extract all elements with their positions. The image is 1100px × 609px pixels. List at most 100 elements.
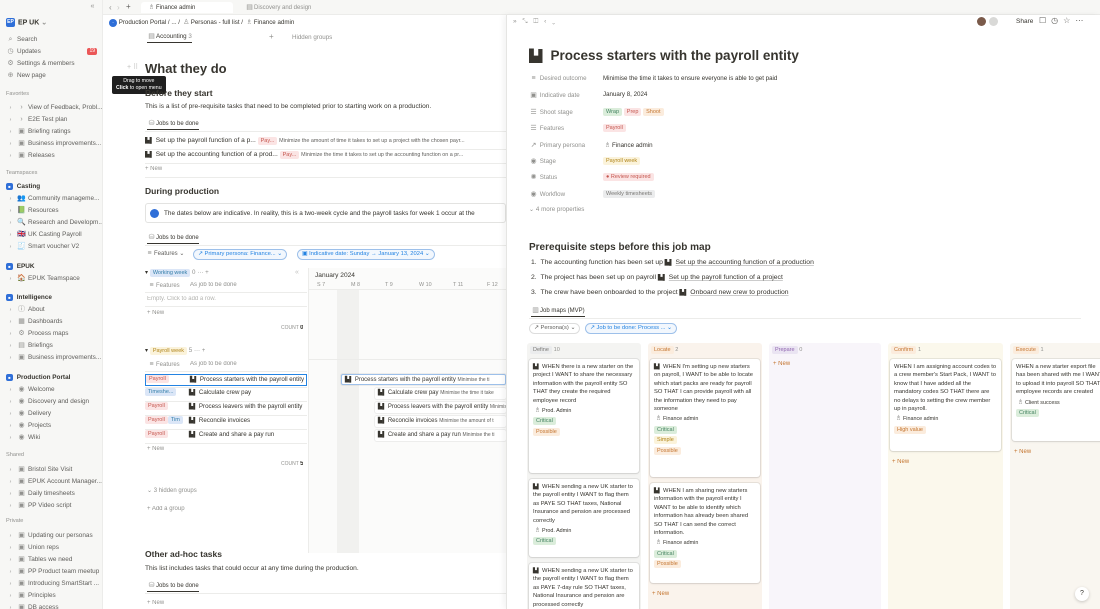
job-card[interactable]: ▙▌ WHEN there is a new starter on the pr… [529, 359, 639, 473]
sidebar-item-epuk[interactable]: › 🏠 EPUK Teamspace [9, 275, 80, 282]
timeline-bar[interactable]: ▙▌ Calculate crew pay Minimise the time … [375, 388, 506, 399]
sidebar-item-private[interactable]: › ▣ Principles [9, 592, 56, 599]
sidebar-item-intelligence[interactable]: › ⓘ About [9, 306, 45, 313]
timeline-bar[interactable]: ▙▌ Reconcile invoices Minimise the amoun… [375, 416, 506, 427]
jobs-tab-adhoc[interactable]: ⛁ Jobs to be done [147, 581, 199, 592]
sidebar-item-private[interactable]: › ▣ PP Product team meetup [9, 568, 100, 575]
sidebar-item-private[interactable]: › ▣ Updating our personas [9, 532, 93, 539]
view-tab-accounting[interactable]: ▤Accounting 3 [147, 32, 192, 43]
hidden-groups-toggle[interactable]: ⌄ 3 hidden groups [147, 488, 197, 494]
sidebar-item-production[interactable]: › ◉ Welcome [9, 386, 55, 393]
job-card[interactable]: WHEN a new starter export file has been … [1012, 359, 1100, 441]
sidebar-item-favorites[interactable]: › ▣ Business improvements... [9, 140, 102, 147]
prereq-link[interactable]: Set up the accounting function of a prod… [675, 259, 814, 266]
group-working-week[interactable]: ▾ Working week 0 ··· + [145, 269, 209, 277]
peek-controls[interactable]: » ⤡ ◫ ‹ ⌄ [513, 18, 558, 25]
table-row[interactable]: Payroll ▙▌ Process starters with the pay… [145, 374, 307, 386]
new-row-1[interactable]: + New [147, 310, 165, 316]
jobs-tab-before[interactable]: ⛁ Jobs to be done [147, 119, 199, 130]
group-payroll-week[interactable]: ▾ Payroll week 5 ··· + [145, 347, 206, 355]
timeline-bar[interactable]: ▙▌ Process starters with the payroll ent… [341, 374, 506, 385]
jm-filter-job[interactable]: ↗ Job to be done: Process ... ⌄ [585, 323, 677, 334]
sidebar-item-intelligence[interactable]: › ▦ Dashboards [9, 318, 63, 325]
sidebar-item-private[interactable]: › ▣ Introducing SmartStart ... [9, 580, 100, 587]
prop-status-value[interactable]: ● Review required [603, 173, 654, 182]
column-header[interactable]: Locate 2 [651, 346, 678, 354]
sidebar-item-private[interactable]: › ▣ DB access [0, 602, 102, 609]
sidebar-item-casting[interactable]: › 🔍 Research and Developm... [9, 219, 103, 226]
new-card-button[interactable]: + New [773, 361, 791, 367]
breadcrumb-ellipsis[interactable]: ... [171, 19, 177, 26]
sidebar-item-casting[interactable]: › 👥 Community manageme... [9, 195, 100, 202]
table-row[interactable]: Timeshe... ▙▌ Calculate crew pay [145, 388, 307, 400]
breadcrumb-personas[interactable]: Personas - full list [190, 19, 240, 26]
job-card[interactable]: WHEN I am assigning account codes to a c… [890, 359, 1001, 451]
breadcrumb-portal[interactable]: Production Portal [118, 19, 167, 26]
avatar[interactable] [977, 17, 986, 26]
new-card-button[interactable]: + New [1014, 449, 1032, 455]
table-row[interactable]: Payroll ▙▌ Process leavers with the payr… [145, 402, 307, 414]
workspace-switcher[interactable]: EP EP UK ⌄ [6, 18, 48, 27]
prop-features-value[interactable]: Payroll [603, 124, 626, 133]
share-button[interactable]: Share [1016, 18, 1034, 25]
filter-features[interactable]: ≡ Features ⌄ [147, 250, 185, 257]
help-button[interactable]: ? [1075, 587, 1089, 601]
collapse-icon[interactable]: « [295, 269, 299, 276]
new-row-adhoc[interactable]: + New [147, 600, 165, 606]
sidebar-item-shared[interactable]: › ▣ EPUK Account Manager... [9, 478, 102, 485]
table-row[interactable]: ▙▌ Set up the accounting function of a p… [145, 151, 464, 159]
sidebar-item-private[interactable]: › ▣ Union reps [9, 544, 59, 551]
hidden-groups-button[interactable]: Hidden groups [292, 34, 333, 41]
filter-date[interactable]: ▣ Indicative date: Sunday → January 13, … [297, 249, 435, 260]
prop-workflow-value[interactable]: Weekly timesheets [603, 189, 656, 198]
sidebar-item-intelligence[interactable]: › ⚙ Process maps [9, 330, 69, 337]
job-card[interactable]: ▙▌ WHEN I'm setting up new starters on p… [650, 359, 760, 477]
sidebar-item-shared[interactable]: › ▣ Daily timesheets [9, 490, 75, 497]
forward-icon[interactable]: › [117, 3, 120, 12]
tab-finance-admin[interactable]: ♗Finance admin [141, 2, 233, 13]
timeline-bar[interactable]: ▙▌ Process leavers with the payroll enti… [375, 402, 506, 413]
column-header[interactable]: Confirm 1 [891, 346, 921, 354]
job-card[interactable]: ▙▌ WHEN sending a new UK starter to the … [529, 479, 639, 557]
sidebar-updates[interactable]: ◷ Updates 19 [0, 46, 102, 57]
teamspace-intelligence[interactable]: ■ Intelligence [0, 292, 102, 303]
sidebar-item-production[interactable]: › ◉ Wiki [9, 434, 41, 441]
prop-primary-persona-value[interactable]: ♗Finance admin [604, 141, 653, 149]
new-row-2[interactable]: + New [147, 446, 165, 452]
column-header[interactable]: Prepare 0 [772, 346, 802, 354]
sidebar-item-intelligence[interactable]: › ▣ Business improvements... [9, 354, 102, 361]
jm-filter-persona[interactable]: ↗ Persona(s) ⌄ [529, 323, 581, 334]
timeline-bar[interactable]: ▙▌ Create and share a pay run Minimise t… [375, 430, 506, 441]
filter-persona[interactable]: ↗ Primary persona: Finance... ⌄ [193, 249, 288, 260]
prereq-link[interactable]: Set up the payroll function of a project [668, 274, 783, 281]
sidebar-item-private[interactable]: › ▣ Tables we need [9, 556, 73, 563]
new-tab-icon[interactable]: + [126, 2, 131, 11]
prop-desired-outcome-value[interactable]: Minimise the time it takes to ensure eve… [603, 75, 778, 82]
breadcrumb-finance-admin[interactable]: Finance admin [253, 19, 295, 26]
sidebar-item-casting[interactable]: › 🇬🇧 UK Casting Payroll [9, 231, 82, 238]
table-row[interactable]: Payroll ▙▌ Create and share a pay run [145, 430, 307, 442]
add-group-button[interactable]: + Add a group [147, 506, 185, 512]
prereq-link[interactable]: Onboard new crew to production [690, 289, 789, 296]
sidebar-plus[interactable]: ⊕ New page [0, 70, 102, 81]
prop-stage-value[interactable]: Payroll week [603, 157, 641, 165]
column-header[interactable]: Define 10 [530, 346, 560, 354]
job-card[interactable]: ▙▌ WHEN I am sharing new starters inform… [650, 483, 760, 583]
prop-shoot-stage-value[interactable]: Wrap Prep Shoot [603, 107, 664, 116]
sidebar-item-favorites[interactable]: › › View of Feedback, Probl... [9, 104, 103, 111]
back-icon[interactable]: ‹ [109, 3, 112, 12]
drag-handle-icon[interactable]: + ⠿ [127, 64, 139, 71]
empty-row[interactable]: Empty. Click to add a row. [147, 296, 216, 302]
sidebar-item-favorites[interactable]: › ▣ Releases [9, 152, 55, 159]
new-row-before[interactable]: + New [145, 166, 163, 172]
sidebar-item-production[interactable]: › ◉ Delivery [9, 410, 52, 417]
sidebar-gear[interactable]: ⚙ Settings & members [0, 58, 102, 69]
sidebar-item-shared[interactable]: › ▣ Bristol Site Visit [9, 466, 73, 473]
teamspace-epuk[interactable]: ■ EPUK [0, 261, 102, 272]
teamspace-production[interactable]: ■ Production Portal [0, 372, 102, 383]
column-header[interactable]: Execute 1 [1013, 346, 1044, 354]
prop-indicative-date-value[interactable]: January 8, 2024 [603, 91, 648, 99]
add-view-button[interactable]: + [269, 32, 274, 41]
teamspace-casting[interactable]: ■ Casting [0, 181, 102, 192]
jobmap-tab[interactable]: ▥Job maps (MVP) [531, 306, 585, 317]
